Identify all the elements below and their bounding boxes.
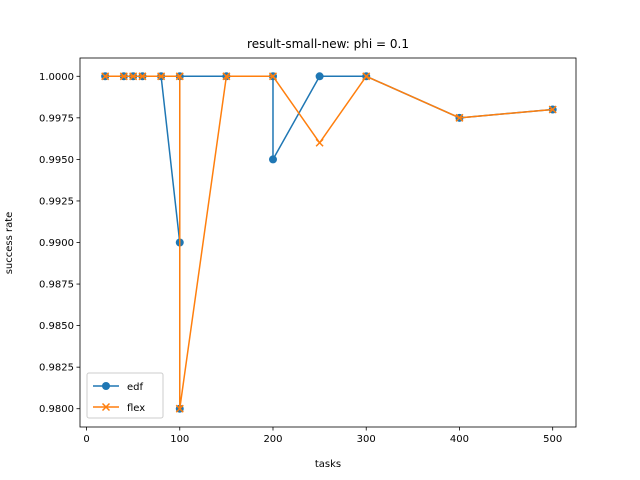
data-point-flex (157, 72, 166, 81)
y-tick-label: 0.9800 (39, 404, 74, 415)
x-tick-label: 500 (543, 434, 562, 445)
legend: edf flex (86, 372, 164, 419)
data-point-flex (175, 404, 184, 413)
data-point-flex (138, 72, 147, 81)
y-tick-label: 0.9900 (39, 238, 74, 249)
x-tick-label: 300 (357, 434, 376, 445)
data-point-flex (268, 72, 278, 81)
data-point-flex (101, 72, 110, 81)
x-tick-label: 0 (83, 434, 89, 445)
data-point-flex (222, 72, 231, 81)
data-point-edf (315, 72, 324, 81)
data-point-edf (268, 155, 277, 164)
x-tick-label: 100 (170, 434, 189, 445)
y-tick-label: 1.0000 (39, 72, 74, 83)
legend-label-edf: edf (127, 382, 144, 393)
y-tick-label: 0.9825 (39, 363, 74, 374)
legend-marker-edf (102, 382, 110, 390)
legend-marker-flex (101, 402, 111, 412)
data-point-flex (175, 72, 184, 81)
x-tick-label: 400 (450, 434, 469, 445)
data-point-flex (119, 72, 128, 81)
legend-label-flex: flex (127, 403, 145, 414)
chart-title: result-small-new: phi = 0.1 (247, 37, 409, 51)
x-axis-label: tasks (315, 459, 341, 470)
data-point-flex (362, 72, 371, 81)
y-tick-label: 0.9850 (39, 321, 74, 332)
y-axis-label: success rate (4, 212, 15, 275)
plot-area (101, 72, 557, 413)
legend-box (86, 372, 164, 419)
data-point-flex (455, 113, 464, 122)
y-tick-label: 0.9875 (39, 280, 74, 291)
data-point-flex (129, 72, 138, 81)
data-point-flex (548, 105, 557, 114)
y-tick-label: 0.9975 (39, 113, 74, 124)
x-tick-label: 200 (263, 434, 282, 445)
y-tick-label: 0.9925 (39, 196, 74, 207)
data-point-flex (315, 138, 324, 147)
y-tick-label: 0.9950 (39, 155, 74, 166)
axes: 0 100 200 300 400 500 0.9800 0.9825 0.9850 0.9875… (39, 57, 577, 445)
